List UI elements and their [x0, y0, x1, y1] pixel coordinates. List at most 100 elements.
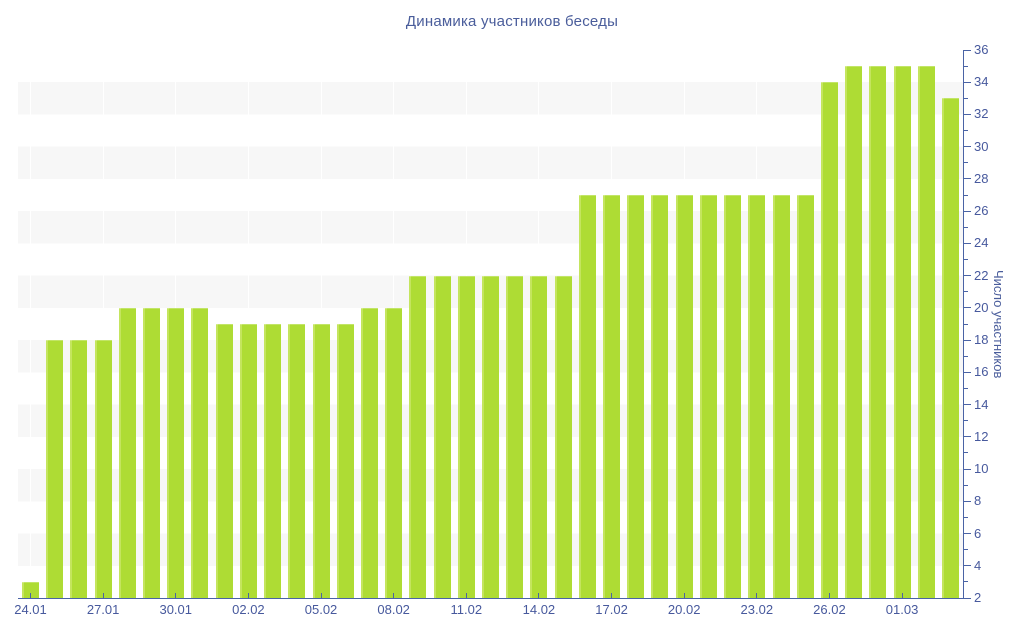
- bar-13.02[interactable]: [506, 275, 524, 598]
- y-tick-minor: [964, 581, 968, 583]
- y-tick-major: [964, 533, 971, 535]
- y-tick-minor: [964, 226, 968, 228]
- x-tick-mark: [102, 593, 104, 598]
- y-tick-label-32: 32: [974, 106, 989, 122]
- bar-04.02[interactable]: [288, 324, 306, 598]
- y-tick-label-18: 18: [974, 332, 989, 348]
- bar-25.02[interactable]: [796, 195, 814, 598]
- bar-28.01[interactable]: [118, 307, 136, 598]
- y-tick-minor: [964, 420, 968, 422]
- y-tick-minor: [964, 162, 968, 164]
- y-tick-minor: [964, 97, 968, 99]
- bar-26.02[interactable]: [820, 82, 838, 598]
- y-tick-minor: [964, 259, 968, 261]
- y-tick-major: [964, 113, 971, 115]
- bar-20.02[interactable]: [675, 195, 693, 598]
- bar-08.02[interactable]: [385, 307, 403, 598]
- x-tick-mark: [30, 593, 31, 598]
- y-tick-minor: [964, 130, 968, 132]
- bar-29.01[interactable]: [143, 307, 161, 598]
- y-tick-major: [964, 436, 971, 438]
- bar-09.02[interactable]: [409, 275, 427, 598]
- bar-24.01[interactable]: [22, 581, 39, 598]
- y-tick-label-2: 2: [974, 590, 982, 605]
- y-axis-title: Число участников: [991, 269, 1006, 379]
- x-tick-label-02.02: 02.02: [232, 602, 265, 617]
- y-tick-label-22: 22: [974, 267, 989, 283]
- y-axis-line: [963, 50, 964, 599]
- x-tick-label-14.02: 14.02: [522, 602, 556, 617]
- bar-10.02[interactable]: [433, 275, 451, 598]
- y-tick-major: [964, 146, 971, 148]
- bar-07.02[interactable]: [360, 307, 378, 598]
- bar-02.02[interactable]: [239, 324, 257, 598]
- y-tick-minor: [964, 484, 968, 486]
- bar-23.02[interactable]: [748, 195, 766, 598]
- y-tick-major: [964, 339, 971, 341]
- y-tick-major: [964, 500, 971, 502]
- bar-11.02[interactable]: [457, 275, 475, 598]
- bar-03.03[interactable]: [942, 98, 959, 598]
- bar-22.02[interactable]: [724, 195, 742, 598]
- x-tick-mark: [538, 593, 540, 598]
- bar-27.02[interactable]: [845, 66, 863, 598]
- y-tick-major: [964, 371, 971, 373]
- y-tick-label-30: 30: [974, 138, 989, 154]
- y-tick-minor: [964, 387, 968, 389]
- y-tick-major: [964, 275, 971, 277]
- y-tick-major: [964, 597, 971, 599]
- bar-14.02[interactable]: [530, 275, 548, 598]
- x-tick-label-20.02: 20.02: [667, 602, 701, 617]
- y-tick-label-34: 34: [974, 74, 989, 90]
- y-tick-label-10: 10: [974, 461, 989, 477]
- y-tick-minor: [964, 549, 968, 551]
- y-tick-label-6: 6: [974, 525, 982, 541]
- bar-31.01[interactable]: [191, 307, 209, 598]
- bar-16.02[interactable]: [578, 195, 596, 598]
- y-tick-major: [964, 307, 971, 309]
- chart-title: Динамика участников беседы: [405, 13, 619, 30]
- bar-02.03[interactable]: [917, 66, 935, 598]
- bar-01.02[interactable]: [215, 324, 233, 598]
- bar-15.02[interactable]: [554, 275, 572, 598]
- bar-26.01[interactable]: [70, 340, 88, 598]
- bar-19.02[interactable]: [651, 195, 669, 598]
- y-tick-minor: [964, 194, 968, 196]
- x-tick-mark: [683, 593, 685, 598]
- x-tick-label-11.02: 11.02: [450, 602, 483, 617]
- y-tick-minor: [964, 516, 968, 518]
- bar-06.02[interactable]: [336, 324, 354, 598]
- bar-12.02[interactable]: [482, 275, 499, 598]
- y-tick-label-24: 24: [974, 235, 989, 251]
- bar-30.01[interactable]: [167, 307, 185, 598]
- bar-18.02[interactable]: [627, 195, 645, 598]
- y-tick-major: [964, 81, 971, 83]
- bar-03.02[interactable]: [264, 324, 282, 598]
- x-tick-mark: [901, 593, 903, 598]
- bar-01.03[interactable]: [893, 66, 911, 598]
- x-tick-label-24.01: 24.01: [14, 602, 47, 617]
- y-tick-major: [964, 210, 971, 212]
- bar-17.02[interactable]: [603, 195, 621, 598]
- bar-27.01[interactable]: [94, 340, 112, 598]
- x-tick-mark: [756, 593, 758, 598]
- y-tick-minor: [964, 65, 968, 67]
- y-tick-major: [964, 49, 971, 51]
- y-tick-major: [964, 468, 971, 470]
- x-tick-mark: [611, 593, 613, 598]
- y-tick-major: [964, 565, 971, 567]
- x-tick-mark: [393, 593, 395, 598]
- bar-25.01[interactable]: [46, 340, 64, 598]
- y-tick-label-28: 28: [974, 170, 989, 186]
- y-tick-major: [964, 242, 971, 244]
- x-tick-label-08.02: 08.02: [377, 602, 410, 617]
- y-tick-label-4: 4: [974, 557, 982, 573]
- x-tick-label-30.01: 30.01: [159, 602, 193, 617]
- vertical-gridline: [102, 50, 104, 598]
- bar-28.02[interactable]: [869, 66, 887, 598]
- bar-05.02[interactable]: [312, 324, 330, 598]
- bar-24.02[interactable]: [772, 195, 790, 598]
- y-tick-minor: [964, 323, 968, 325]
- bar-21.02[interactable]: [699, 195, 717, 598]
